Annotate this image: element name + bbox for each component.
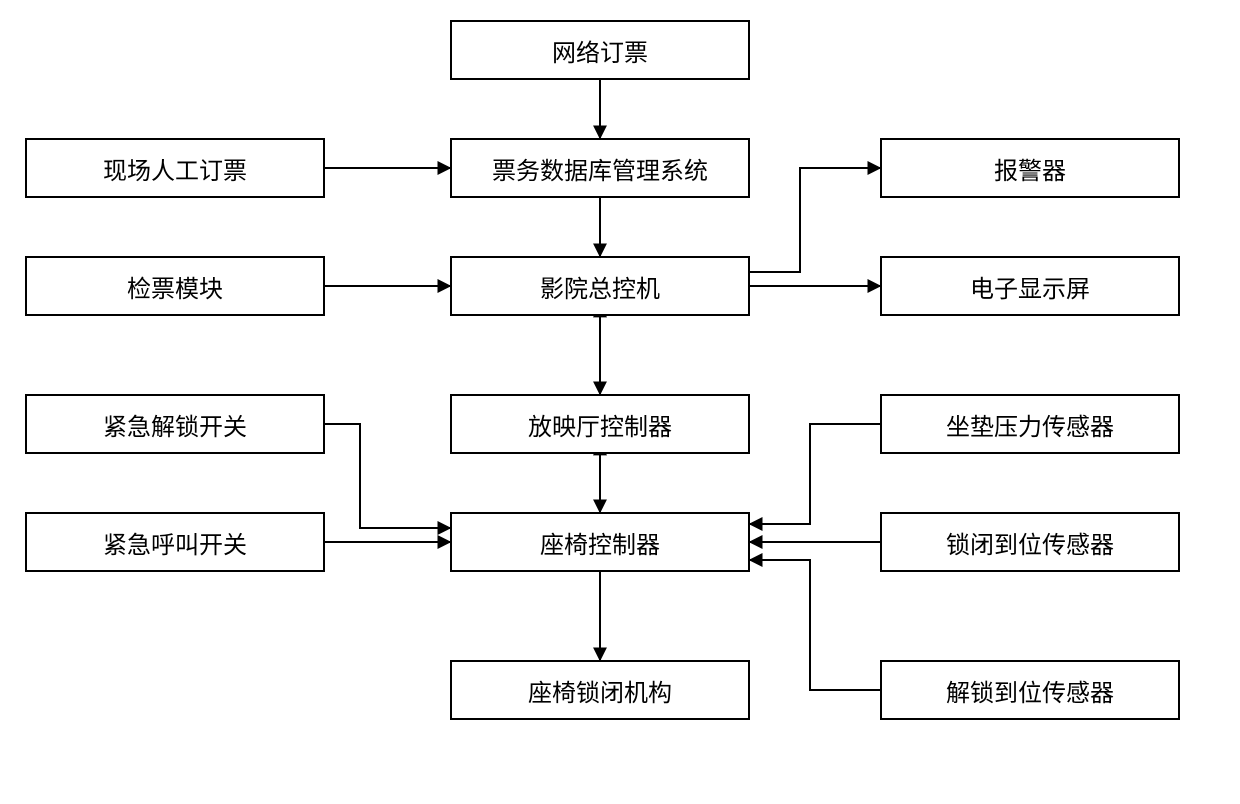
node-label: 现场人工订票 — [103, 151, 247, 186]
node-unlock_switch: 紧急解锁开关 — [25, 394, 325, 454]
node-pressure: 坐垫压力传感器 — [880, 394, 1180, 454]
edge-unlock_switch-seat_ctrl — [325, 424, 450, 528]
node-ticket_db: 票务数据库管理系统 — [450, 138, 750, 198]
edge-pressure-seat_ctrl — [750, 424, 880, 524]
node-label: 检票模块 — [127, 269, 223, 304]
edge-master_ctrl-alarm — [750, 168, 880, 272]
node-online_book: 网络订票 — [450, 20, 750, 80]
node-label: 紧急解锁开关 — [103, 407, 247, 442]
node-check_module: 检票模块 — [25, 256, 325, 316]
node-hall_ctrl: 放映厅控制器 — [450, 394, 750, 454]
node-seat_ctrl: 座椅控制器 — [450, 512, 750, 572]
node-label: 锁闭到位传感器 — [946, 525, 1114, 560]
node-lock_mech: 座椅锁闭机构 — [450, 660, 750, 720]
node-alarm: 报警器 — [880, 138, 1180, 198]
node-label: 影院总控机 — [540, 269, 660, 304]
node-label: 报警器 — [994, 151, 1066, 186]
edge-unlock_sensor-seat_ctrl — [750, 560, 880, 690]
node-label: 座椅锁闭机构 — [528, 673, 672, 708]
node-onsite_book: 现场人工订票 — [25, 138, 325, 198]
node-master_ctrl: 影院总控机 — [450, 256, 750, 316]
node-label: 坐垫压力传感器 — [946, 407, 1114, 442]
node-label: 座椅控制器 — [540, 525, 660, 560]
node-call_switch: 紧急呼叫开关 — [25, 512, 325, 572]
node-unlock_sensor: 解锁到位传感器 — [880, 660, 1180, 720]
node-label: 放映厅控制器 — [528, 407, 672, 442]
node-lock_sensor: 锁闭到位传感器 — [880, 512, 1180, 572]
node-label: 解锁到位传感器 — [946, 673, 1114, 708]
node-label: 电子显示屏 — [970, 269, 1090, 304]
node-label: 票务数据库管理系统 — [492, 151, 708, 186]
node-display: 电子显示屏 — [880, 256, 1180, 316]
node-label: 紧急呼叫开关 — [103, 525, 247, 560]
node-label: 网络订票 — [552, 33, 648, 68]
